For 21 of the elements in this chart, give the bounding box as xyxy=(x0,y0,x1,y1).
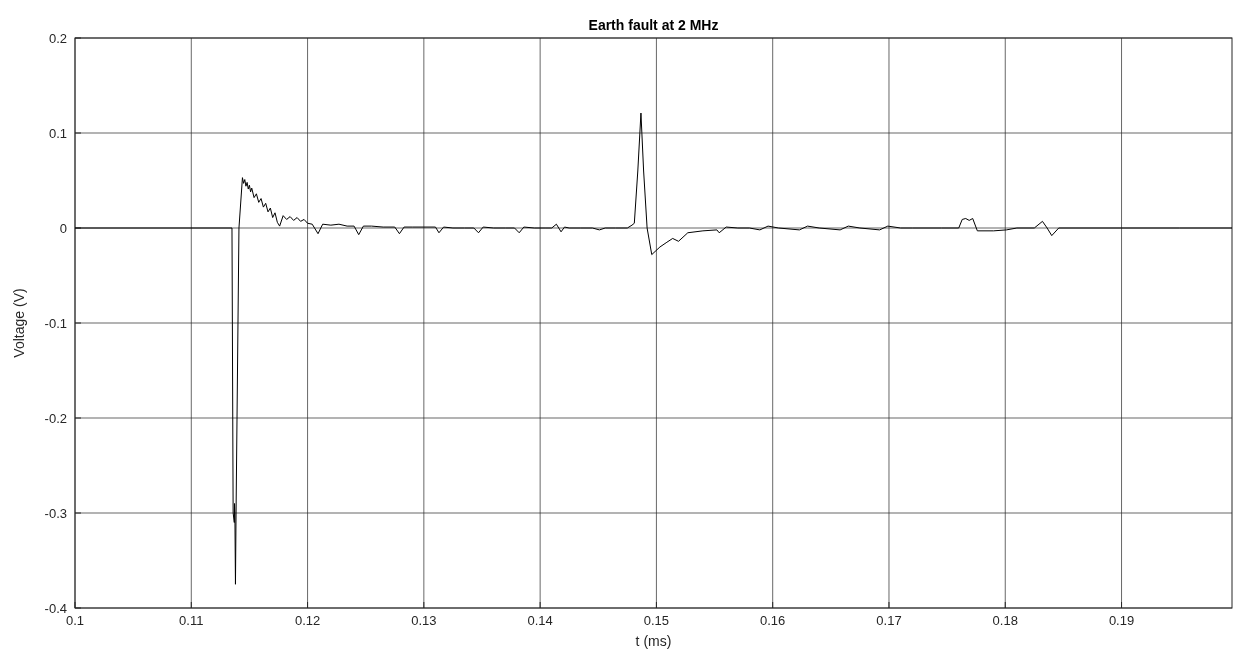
y-tick-label: 0.2 xyxy=(48,30,67,46)
y-tick-label: -0.4 xyxy=(44,600,67,616)
x-tick-label: 0.14 xyxy=(527,613,553,628)
x-tick-label: 0.16 xyxy=(760,613,786,628)
y-tick-label: 0.1 xyxy=(48,125,67,141)
y-tick-label: -0.2 xyxy=(44,410,67,426)
x-tick-label: 0.18 xyxy=(992,613,1018,628)
chart-title: Earth fault at 2 MHz xyxy=(588,17,719,33)
x-tick-label: 0.19 xyxy=(1108,613,1135,628)
x-tick-label: 0.13 xyxy=(411,613,437,628)
x-axis-title: t (ms) xyxy=(635,633,672,649)
x-tick-label: 0.17 xyxy=(876,613,902,628)
x-tick-label: 0.11 xyxy=(179,613,204,628)
y-tick-label: -0.1 xyxy=(44,315,67,331)
line-series xyxy=(74,112,1233,585)
x-tick-label: 0.1 xyxy=(65,613,85,628)
x-tick-label: 0.12 xyxy=(294,613,321,628)
x-tick-label: 0.15 xyxy=(643,613,670,628)
y-tick-label: -0.3 xyxy=(44,505,67,521)
y-tick-label: 0 xyxy=(59,220,67,236)
y-axis-title: Voltage (V) xyxy=(11,288,27,358)
